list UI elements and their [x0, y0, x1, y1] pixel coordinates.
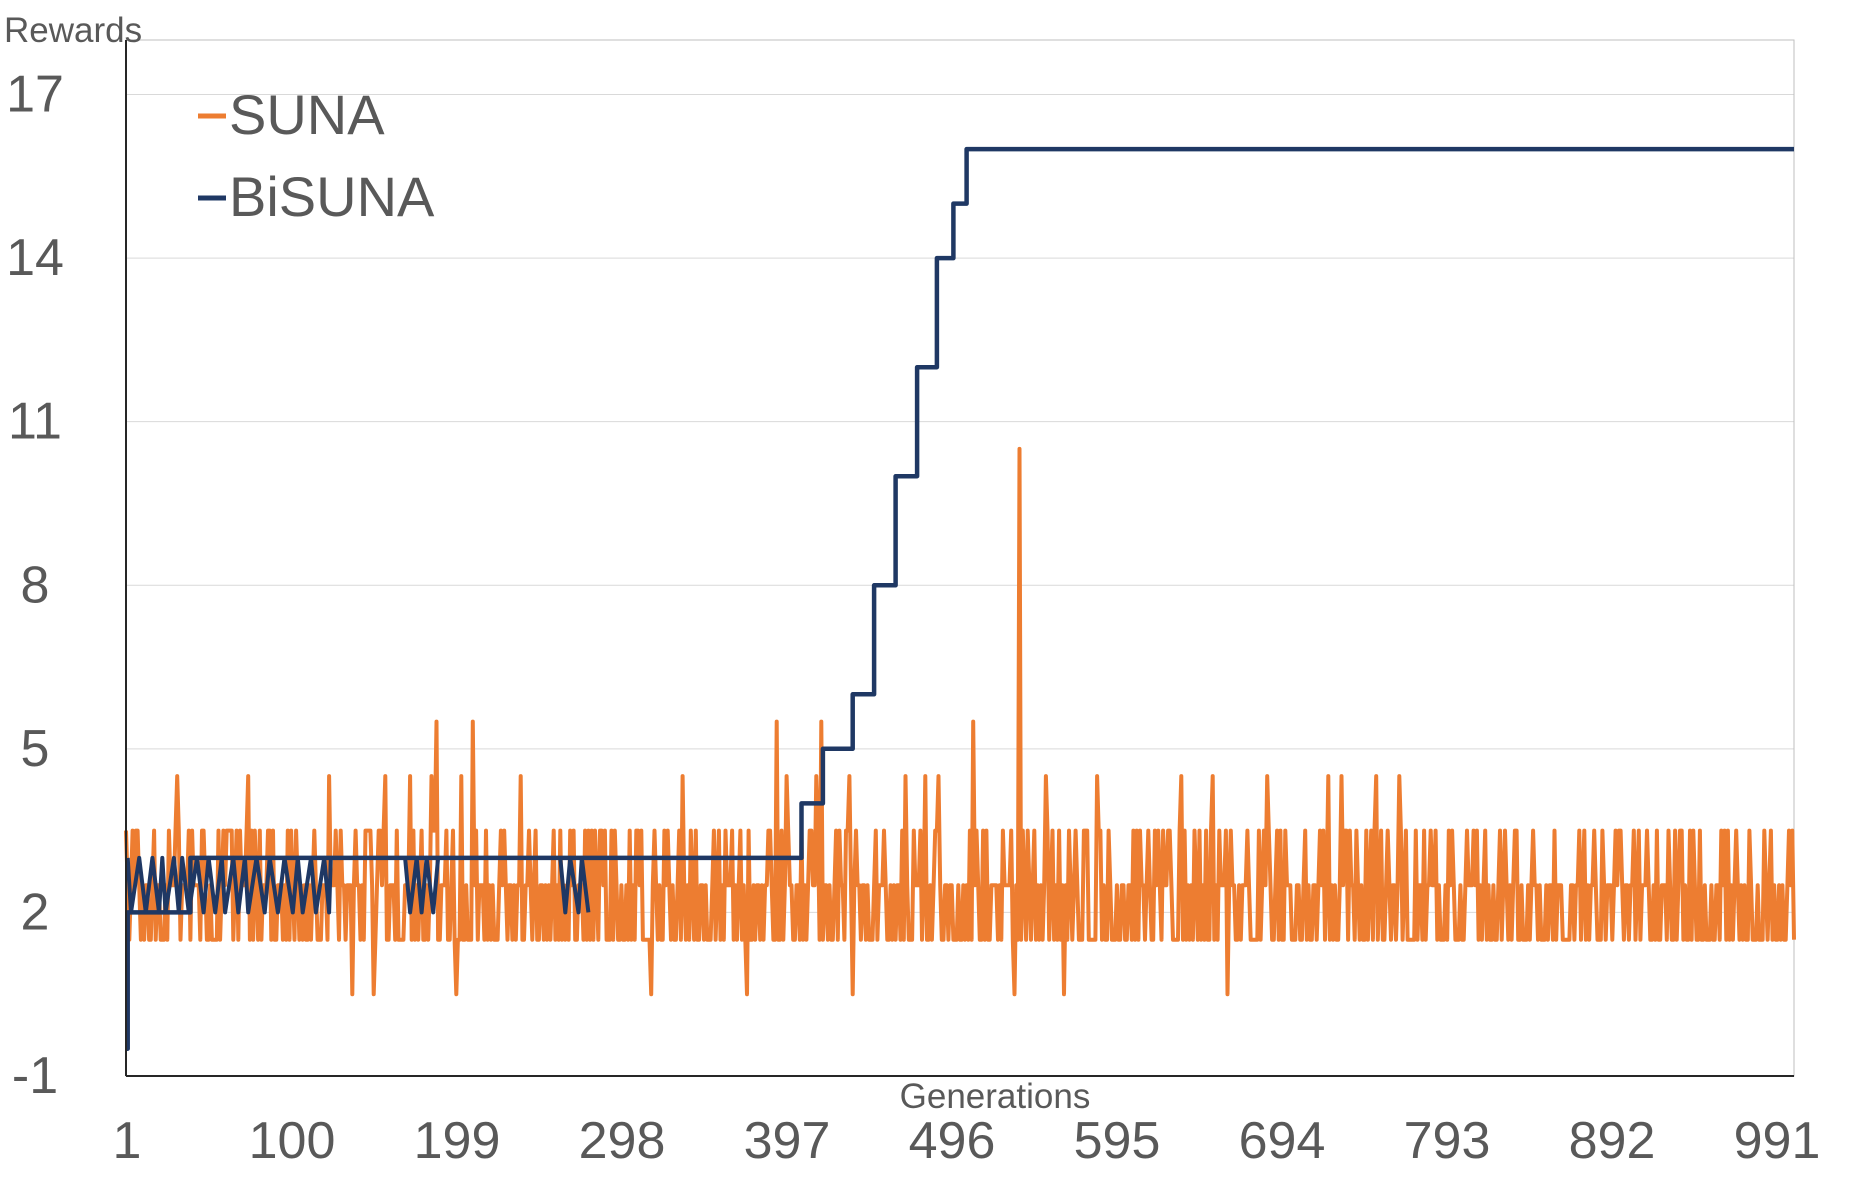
- y-tick-labels: -1 2 5 8 11 14 17: [6, 66, 64, 1105]
- x-tick-label: 595: [1074, 1112, 1161, 1170]
- y-tick-label: -1: [12, 1047, 58, 1105]
- x-tick-label: 694: [1239, 1112, 1326, 1170]
- x-axis-title: Generations: [900, 1077, 1091, 1116]
- y-axis-title: Rewards: [4, 11, 142, 50]
- x-tick-label: 1: [113, 1112, 142, 1170]
- x-tick-label: 496: [909, 1112, 996, 1170]
- y-tick-label: 17: [6, 66, 64, 124]
- series-line-bisuna: [125, 146, 1794, 1051]
- series-line-suna: [124, 446, 1796, 997]
- y-tick-label: 2: [21, 883, 50, 941]
- x-tick-label: 892: [1569, 1112, 1656, 1170]
- x-tick-label: 397: [744, 1112, 831, 1170]
- legend-label-suna: SUNA: [229, 83, 385, 146]
- x-tick-label: 298: [579, 1112, 666, 1170]
- legend-label-bisuna: BiSUNA: [229, 165, 435, 228]
- y-tick-label: 8: [21, 556, 50, 614]
- x-tick-label: 199: [414, 1112, 501, 1170]
- x-tick-label: 793: [1404, 1112, 1491, 1170]
- x-tick-label: 100: [249, 1112, 336, 1170]
- y-tick-label: 14: [6, 229, 64, 287]
- x-tick-label: 991: [1734, 1112, 1821, 1170]
- series-layer: [124, 146, 1796, 1051]
- y-tick-label: 11: [8, 393, 62, 451]
- series-line-bisuna-oscillation: [125, 855, 591, 915]
- x-tick-labels: 1 100 199 298 397 496 595 694 793 892 991: [113, 1112, 1821, 1170]
- y-tick-label: 5: [21, 720, 50, 778]
- legend: SUNA BiSUNA: [198, 83, 435, 228]
